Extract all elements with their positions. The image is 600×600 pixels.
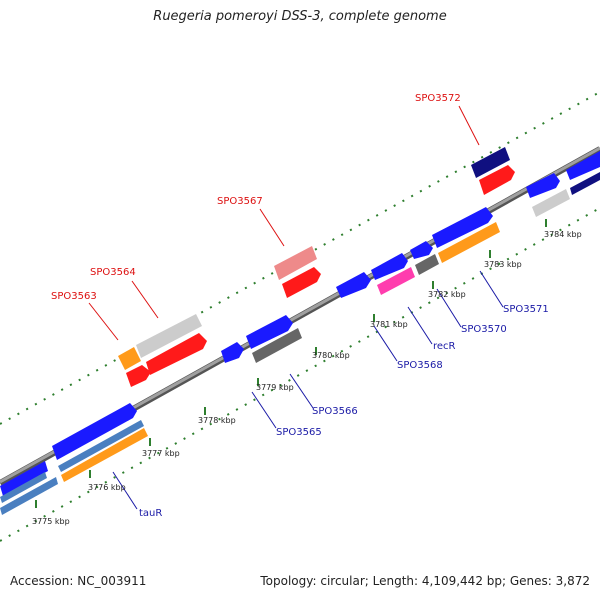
tick-label: 3784 kbp [544,230,582,239]
scale-ticks: 3775 kbp 3776 kbp 3777 kbp 3778 kbp 3779… [32,219,582,526]
upper-strand-genes [118,147,515,387]
tick-label: 3776 kbp [88,483,126,492]
gene-grey[interactable] [252,328,302,363]
gene-red[interactable] [126,365,151,387]
gene-blue[interactable] [371,253,408,280]
gene-steel[interactable] [58,420,144,472]
gene-salmon[interactable] [274,246,317,280]
gene-pink[interactable] [377,267,415,295]
gene-label[interactable]: SPO3565 [276,427,322,438]
tick-label: 3780 kbp [312,351,350,360]
gene-blue[interactable] [566,151,600,180]
gene-label[interactable]: SPO3568 [397,360,443,371]
gene-blue[interactable] [410,241,433,259]
tick-label: 3783 kbp [484,260,522,269]
gene-blue[interactable] [0,461,48,496]
gene-orange[interactable] [118,347,141,370]
gene-blue[interactable] [432,207,493,248]
gene-label[interactable]: SPO3571 [503,304,549,315]
gene-steel[interactable] [0,472,47,503]
gene-blue[interactable] [526,173,560,198]
tick-label: 3779 kbp [256,383,294,392]
gene-blue[interactable] [246,315,293,349]
gene-label[interactable]: SPO3564 [90,267,136,278]
gene-label[interactable]: SPO3563 [51,291,97,302]
gene-red[interactable] [479,165,515,195]
tick-label: 3778 kbp [198,416,236,425]
topology-text: Topology: circular; Length: 4,109,442 bp… [260,574,590,588]
lower-leader-lines [112,270,504,510]
map-title: Ruegeria pomeroyi DSS-3, complete genome [153,9,447,24]
gene-blue[interactable] [336,272,371,298]
tick-label: 3775 kbp [32,517,70,526]
gene-blue[interactable] [221,342,244,363]
gene-steel[interactable] [0,477,58,515]
upper-dotted-guide [0,91,600,425]
gene-red[interactable] [282,267,321,298]
lower-dotted-guide [0,207,600,542]
gene-label[interactable]: SPO3572 [415,93,461,104]
gene-label[interactable]: SPO3566 [312,406,358,417]
gene-blue[interactable] [52,403,137,460]
accession-text: Accession: NC_003911 [10,574,147,588]
gene-orange[interactable] [438,222,500,263]
lower-strand-genes [0,151,600,515]
gene-orange[interactable] [61,428,148,482]
tick-label: 3781 kbp [370,320,408,329]
upper-leader-lines [88,105,480,341]
upper-gene-labels: SPO3563 SPO3564 SPO3567 SPO3572 [51,93,461,302]
tick-label: 3777 kbp [142,449,180,458]
gene-grey[interactable] [415,254,439,275]
gene-label[interactable]: tauR [139,508,162,519]
gene-light-grey[interactable] [532,189,570,217]
gene-navy[interactable] [570,172,600,195]
gene-navy[interactable] [471,147,510,178]
gene-label[interactable]: SPO3567 [217,196,263,207]
tick-label: 3782 kbp [428,290,466,299]
gene-light-grey[interactable] [136,314,202,358]
gene-label[interactable]: SPO3570 [461,324,507,335]
gene-label[interactable]: recR [433,341,456,352]
gene-red[interactable] [146,333,207,375]
lower-gene-labels: tauR SPO3565 SPO3566 SPO3568 recR SPO357… [139,304,549,519]
